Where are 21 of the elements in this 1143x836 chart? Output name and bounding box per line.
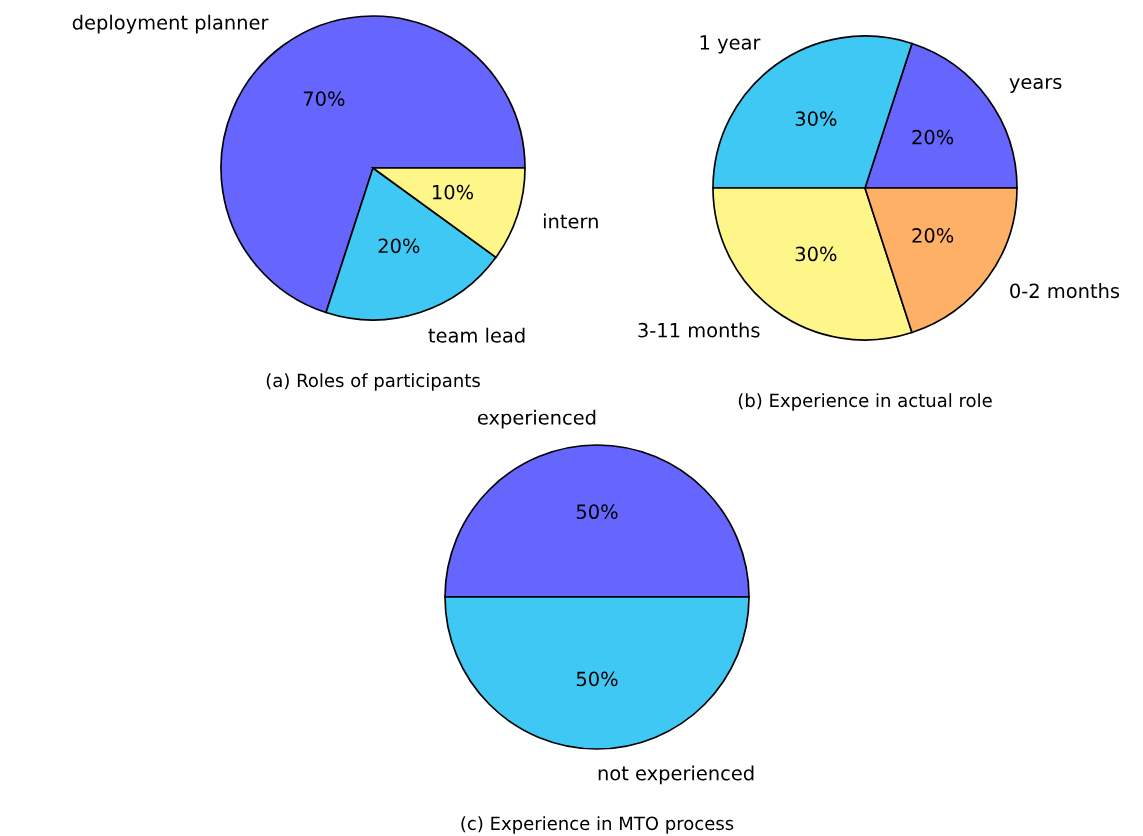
- text: (a) Roles of participants: [266, 373, 480, 391]
- slice-label: 1 year: [700, 35, 761, 54]
- data-label: 50%: [576, 671, 618, 687]
- slice-label: intern: [543, 213, 598, 229]
- slice-label: experienced: [477, 409, 596, 429]
- data-label: 20%: [912, 228, 954, 243]
- text: (c) Experience in MTO process: [461, 816, 734, 834]
- slice-label: deployment planner: [72, 14, 269, 34]
- data-label: 70%: [303, 91, 345, 107]
- slice-label: 3-11 months: [638, 322, 760, 338]
- data-label: 10%: [433, 184, 474, 200]
- text: (b) Experience in actual role: [738, 393, 992, 411]
- slice-label: team lead: [428, 327, 525, 343]
- data-label: 20%: [912, 129, 954, 145]
- data-label: 50%: [576, 504, 618, 520]
- slice-label: years: [1009, 77, 1062, 93]
- data-label: 30%: [795, 111, 837, 127]
- data-label: 20%: [378, 238, 420, 254]
- slice-label: not experienced: [598, 765, 754, 785]
- data-label: 30%: [795, 246, 837, 262]
- slice-label: 0-2 months: [1010, 283, 1120, 299]
